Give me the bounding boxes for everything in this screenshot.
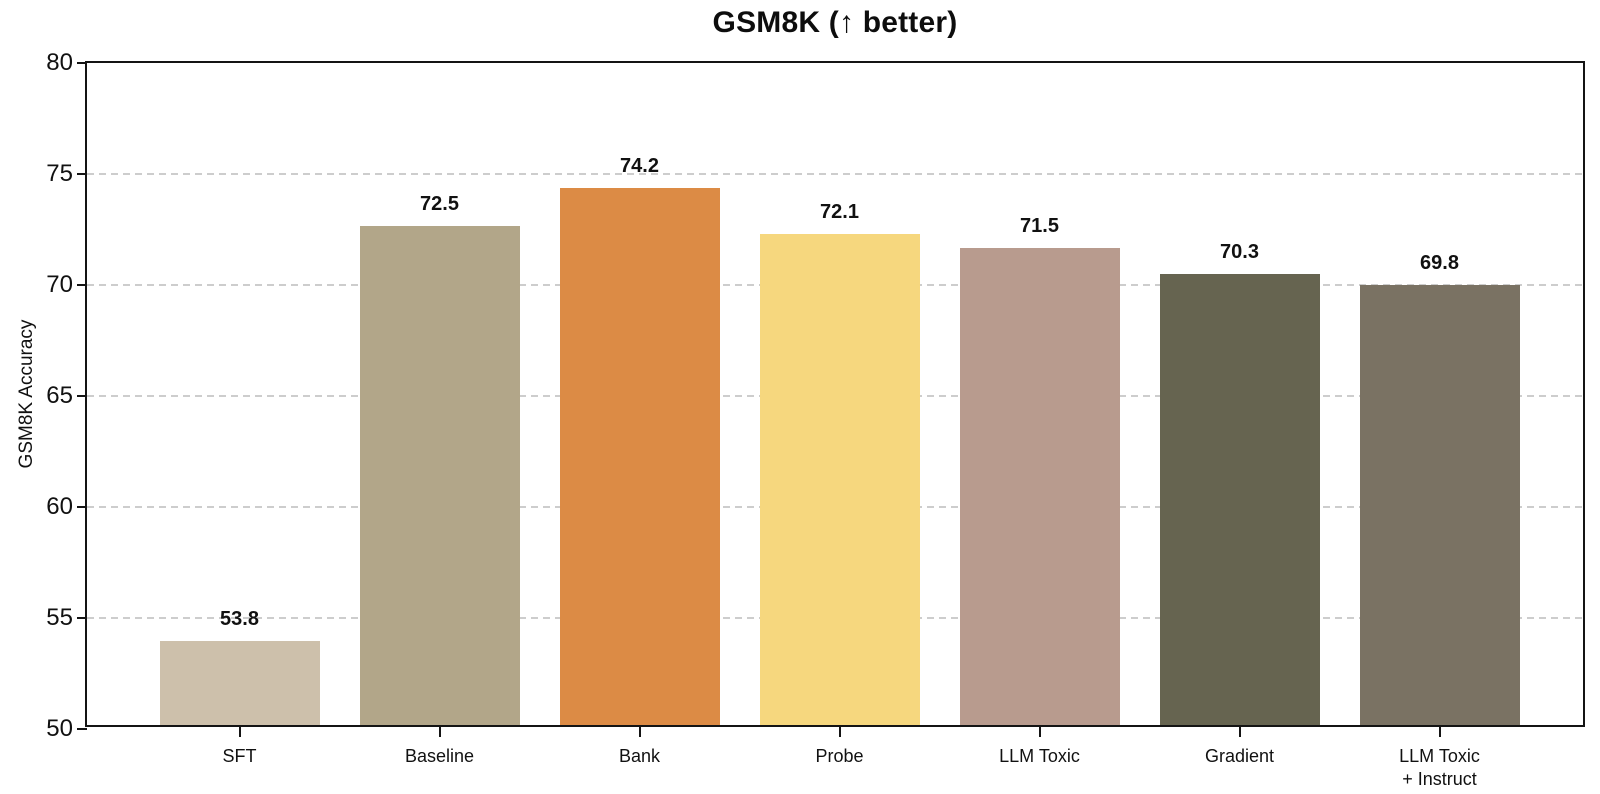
bar — [759, 234, 920, 725]
bar-value-label: 69.8 — [1420, 252, 1459, 275]
bar-value-label: 70.3 — [1220, 241, 1259, 264]
bar-value-label: 71.5 — [1020, 214, 1059, 237]
x-tick-mark — [638, 727, 641, 737]
y-tick-mark — [77, 395, 87, 397]
y-tick-mark — [77, 284, 87, 286]
x-tick-mark — [238, 727, 241, 737]
bar — [1159, 274, 1320, 725]
y-tick-mark — [77, 617, 87, 619]
y-tick-mark — [77, 173, 87, 175]
bar-value-label: 72.1 — [820, 201, 859, 224]
y-tick-mark — [77, 62, 87, 64]
y-tick-label: 55 — [46, 604, 73, 631]
y-tick-label: 70 — [46, 271, 73, 298]
y-tick-mark — [77, 728, 87, 730]
bar — [359, 225, 520, 725]
bar — [959, 247, 1120, 725]
plot-area: 50 55 60 65 70 75 80 53.8 SFT 72.5 Baseline 74.2 Ban… — [46, 49, 1585, 789]
gridline — [87, 173, 1583, 175]
y-tick-label: 60 — [46, 493, 73, 520]
x-tick-label: Gradient — [1204, 746, 1275, 766]
x-tick-mark — [1038, 727, 1041, 737]
bar-value-label: 74.2 — [620, 154, 659, 177]
x-tick-label: Bank — [618, 746, 661, 766]
chart-title: GSM8K (↑ better) — [712, 6, 958, 39]
x-tick-label: LLM Toxic + Instruct — [1399, 746, 1480, 789]
x-tick-mark — [438, 727, 441, 737]
x-tick-label: Baseline — [404, 746, 475, 766]
bar-value-label: 72.5 — [420, 192, 459, 215]
bar-value-label: 53.8 — [220, 607, 259, 630]
y-tick-mark — [77, 506, 87, 508]
y-tick-label: 80 — [46, 49, 73, 76]
x-tick-mark — [1438, 727, 1441, 737]
x-tick-mark — [838, 727, 841, 737]
y-tick-label: 75 — [46, 160, 73, 187]
bar — [1359, 285, 1520, 725]
y-tick-label: 65 — [46, 382, 73, 409]
x-tick-label: SFT — [222, 746, 257, 766]
y-tick-label: 50 — [46, 715, 73, 742]
bar — [559, 187, 720, 725]
x-tick-mark — [1238, 727, 1241, 737]
x-tick-label: LLM Toxic — [999, 746, 1080, 766]
bar — [159, 640, 320, 725]
x-tick-label: Probe — [815, 746, 864, 766]
